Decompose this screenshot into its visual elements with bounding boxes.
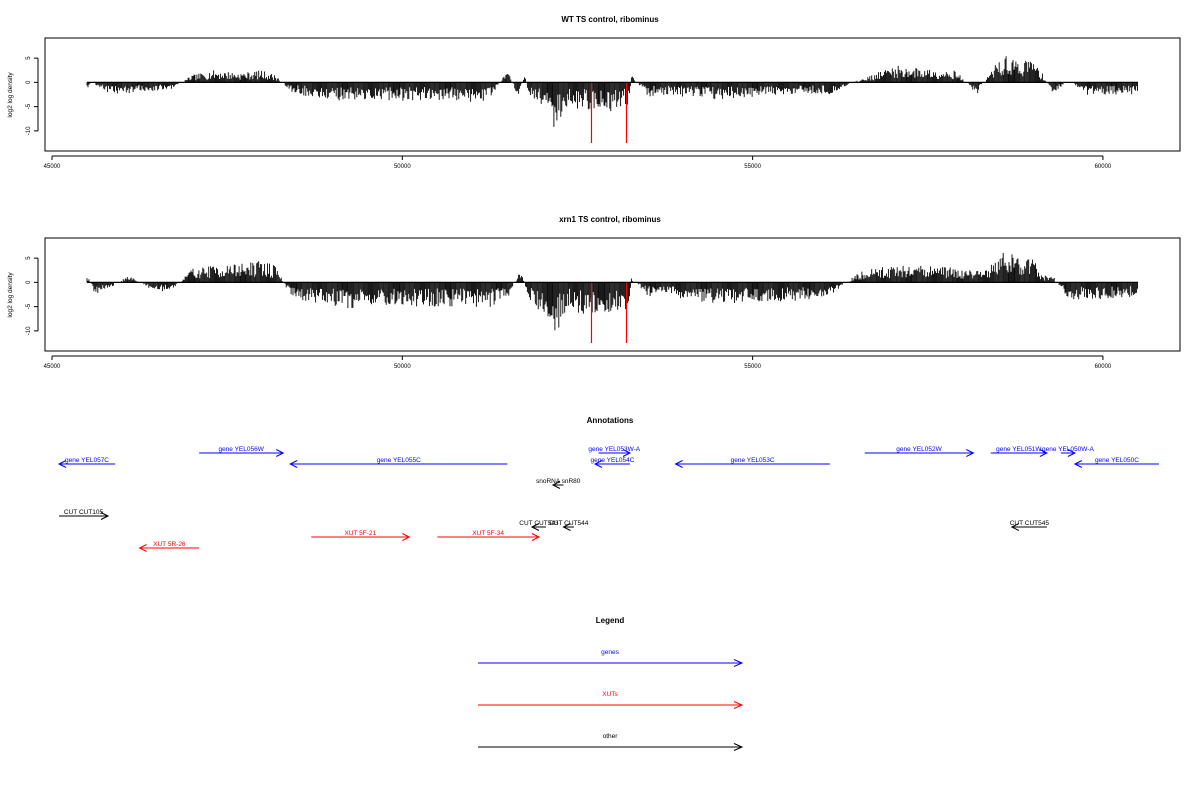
annotation-feature: XUT 5R-26: [138, 541, 200, 552]
legend-entries: genes XUTs other: [478, 649, 744, 751]
feature-arrowhead: [100, 512, 110, 520]
wt-plot-frame: [44, 37, 1181, 152]
annotation-feature: gene YEL050W-A: [1042, 446, 1094, 457]
xrn1-axes: 45000 50000 55000 60000 5 0 -5 -10: [26, 256, 1112, 370]
x-tick-label: 60000: [1095, 164, 1112, 170]
y-tick-label: -10: [26, 326, 32, 335]
feature-arrowhead: [966, 449, 975, 457]
feature-arrowhead: [562, 523, 571, 531]
annotation-feature: gene YEL053W-A: [588, 446, 641, 457]
feature-label: gene YEL051W: [996, 446, 1042, 453]
annotation-feature: gene YEL056W: [199, 446, 285, 457]
annotation-feature: CUT CUT544: [549, 520, 589, 531]
annotations-title: Annotations: [587, 416, 634, 425]
legend-entry: other: [478, 733, 744, 751]
annotation-feature: CUT CUT105: [59, 509, 110, 520]
feature-label: gene YEL056W: [218, 446, 264, 453]
xrn1-panel: xrn1 TS control, ribominus log2 log dens…: [7, 215, 1181, 370]
xrn1-panel-title: xrn1 TS control, ribominus: [559, 215, 661, 224]
legend-arrowhead: [733, 743, 744, 751]
annotation-feature: gene YEL052W: [864, 446, 975, 457]
x-tick-label: 50000: [394, 164, 411, 170]
y-tick-label: 0: [26, 80, 32, 84]
feature-label: XUT 5F-34: [472, 530, 504, 537]
feature-label: gene YEL050C: [1095, 457, 1139, 464]
legend-arrowhead: [733, 659, 744, 667]
legend-label: genes: [601, 649, 619, 656]
annotation-feature: gene YEL057C: [57, 457, 116, 468]
wt-coverage-bars: [86, 56, 1138, 143]
annotation-feature: XUT 5F-21: [311, 530, 411, 541]
feature-label: CUT CUT543: [519, 520, 559, 527]
legend-panel: Legend genes XUTs other: [478, 616, 744, 751]
feature-label: gene YEL050W-A: [1042, 446, 1094, 453]
feature-arrowhead: [593, 460, 603, 468]
y-tick-label: -5: [26, 103, 32, 109]
feature-arrowhead: [531, 533, 541, 541]
feature-arrowhead: [551, 481, 561, 489]
feature-arrowhead: [57, 460, 67, 468]
annotation-feature: gene YEL050C: [1073, 457, 1159, 468]
wt-panel: WT TS control, ribominus log2 log densit…: [7, 15, 1181, 170]
legend-label: other: [603, 733, 619, 740]
x-tick-label: 55000: [744, 364, 761, 370]
annotation-feature: gene YEL053C: [674, 457, 830, 468]
annotation-feature: XUT 5F-34: [437, 530, 541, 541]
x-tick-label: 60000: [1095, 364, 1112, 370]
legend-entry: XUTs: [478, 691, 744, 709]
annotation-feature: gene YEL051W: [990, 446, 1049, 457]
feature-label: snoRNA snR80: [536, 478, 581, 485]
x-tick-label: 50000: [394, 364, 411, 370]
legend-arrowhead: [733, 701, 744, 709]
annotation-feature: snoRNA snR80: [536, 478, 581, 489]
annotation-feature: CUT CUT543: [519, 520, 559, 531]
feature-arrowhead: [138, 544, 147, 552]
x-tick-label: 45000: [44, 164, 61, 170]
annotation-feature: gene YEL054C: [591, 457, 635, 468]
annotation-feature: CUT CUT545: [1010, 520, 1050, 531]
xrn1-coverage-bars: [86, 253, 1138, 343]
feature-arrowhead: [1073, 460, 1083, 468]
wt-axes: 45000 50000 55000 60000 5 0 -5 -10: [26, 56, 1112, 170]
feature-label: CUT CUT544: [549, 520, 589, 527]
feature-arrowhead: [1039, 449, 1049, 457]
feature-label: gene YEL053W-A: [588, 446, 640, 453]
feature-label: XUT 5R-26: [153, 541, 186, 548]
feature-label: XUT 5F-21: [344, 530, 376, 537]
feature-arrowhead: [402, 533, 411, 541]
annotation-feature: gene YEL055C: [289, 457, 508, 468]
xrn1-plot-frame: [44, 237, 1181, 352]
feature-label: gene YEL054C: [591, 457, 635, 464]
annotation-features: gene YEL057C gene YEL056W gene YEL055C gene…: [57, 446, 1159, 552]
feature-arrowhead: [1010, 523, 1020, 531]
y-tick-label: -10: [26, 126, 32, 135]
feature-arrowhead: [674, 460, 683, 468]
x-tick-label: 45000: [44, 364, 61, 370]
feature-arrowhead: [275, 449, 285, 457]
feature-arrowhead: [530, 523, 540, 531]
legend-entry: genes: [478, 649, 744, 667]
y-tick-label: 5: [26, 56, 32, 60]
x-tick-label: 55000: [744, 164, 761, 170]
feature-label: gene YEL057C: [65, 457, 109, 464]
xrn1-ylabel: log2 log density: [7, 272, 14, 318]
y-tick-label: -5: [26, 303, 32, 309]
feature-arrowhead: [289, 460, 298, 468]
feature-label: gene YEL055C: [377, 457, 421, 464]
feature-label: CUT CUT105: [64, 509, 104, 516]
legend-title: Legend: [596, 616, 625, 625]
wt-ylabel: log2 log density: [7, 72, 14, 118]
y-tick-label: 0: [26, 280, 32, 284]
feature-label: gene YEL052W: [896, 446, 942, 453]
wt-panel-title: WT TS control, ribominus: [561, 15, 659, 24]
y-tick-label: 5: [26, 256, 32, 260]
feature-label: gene YEL053C: [731, 457, 775, 464]
feature-label: CUT CUT545: [1010, 520, 1050, 527]
legend-label: XUTs: [602, 691, 618, 698]
feature-arrowhead: [622, 449, 632, 457]
feature-arrowhead: [1067, 449, 1077, 457]
